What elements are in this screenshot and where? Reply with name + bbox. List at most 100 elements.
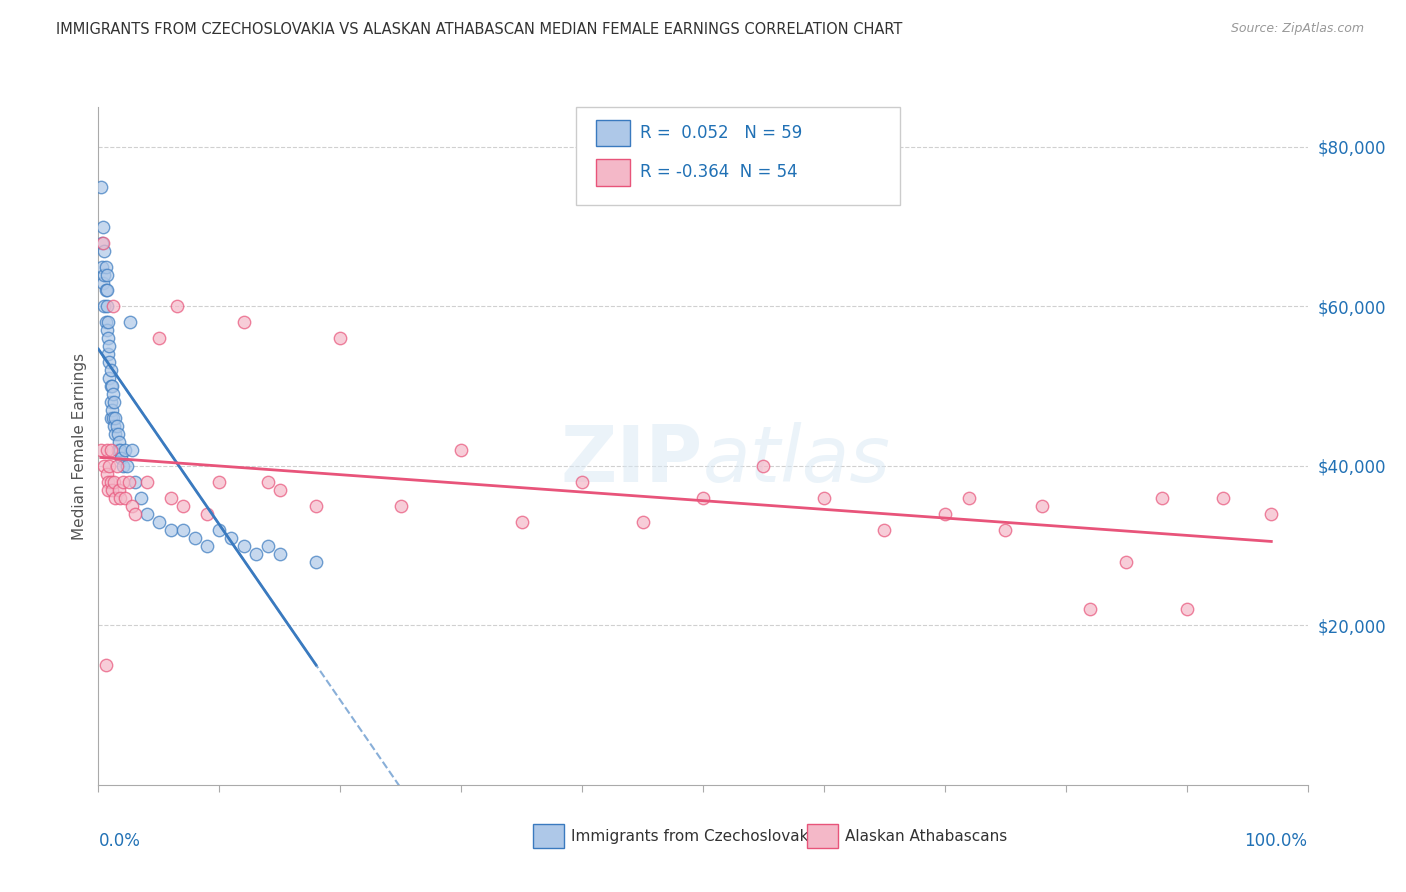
Point: [1152, 491, 1174, 505]
Point: [96, 467, 118, 481]
Point: [91, 235, 114, 250]
Point: [111, 458, 134, 473]
Point: [93, 300, 115, 314]
Point: [105, 419, 128, 434]
Point: [208, 523, 231, 537]
Point: [98, 355, 121, 369]
Point: [305, 555, 328, 569]
Point: [389, 499, 412, 513]
Point: [94, 260, 117, 274]
Text: atlas: atlas: [703, 422, 891, 498]
Point: [91, 276, 114, 290]
Point: [93, 458, 115, 473]
Point: [934, 507, 956, 521]
Point: [172, 523, 194, 537]
Point: [692, 491, 714, 505]
Point: [1031, 499, 1053, 513]
Point: [108, 435, 131, 450]
Point: [96, 323, 118, 337]
Text: Immigrants from Czechoslovakia: Immigrants from Czechoslovakia: [571, 829, 823, 844]
Point: [94, 315, 117, 329]
Y-axis label: Median Female Earnings: Median Female Earnings: [72, 352, 87, 540]
Point: [118, 315, 141, 329]
Point: [96, 268, 118, 282]
Point: [256, 475, 278, 489]
Point: [94, 284, 117, 298]
Text: R =  0.052   N = 59: R = 0.052 N = 59: [640, 124, 801, 142]
Point: [96, 300, 118, 314]
Point: [184, 531, 207, 545]
Point: [957, 491, 980, 505]
Point: [96, 442, 118, 457]
Point: [108, 483, 131, 497]
Point: [232, 539, 254, 553]
Point: [110, 450, 132, 465]
Text: 0.0%: 0.0%: [98, 832, 141, 850]
Point: [100, 363, 122, 377]
Point: [1212, 491, 1234, 505]
Point: [135, 475, 157, 489]
Text: ZIP: ZIP: [561, 422, 703, 498]
Point: [108, 491, 131, 505]
Point: [166, 300, 188, 314]
Point: [114, 491, 136, 505]
Point: [510, 515, 533, 529]
Point: [100, 395, 122, 409]
Point: [107, 427, 129, 442]
Point: [172, 499, 194, 513]
Point: [195, 539, 218, 553]
Point: [91, 235, 114, 250]
Point: [104, 411, 127, 425]
Point: [148, 331, 170, 345]
Point: [90, 442, 112, 457]
Point: [221, 531, 243, 545]
Point: [101, 411, 124, 425]
Text: 100.0%: 100.0%: [1244, 832, 1308, 850]
Point: [94, 658, 117, 673]
Point: [245, 547, 267, 561]
Point: [93, 244, 115, 258]
Point: [108, 442, 131, 457]
Point: [305, 499, 328, 513]
Point: [98, 371, 121, 385]
Point: [114, 442, 136, 457]
Point: [103, 419, 125, 434]
Point: [90, 179, 112, 194]
Point: [91, 219, 114, 234]
Point: [208, 475, 231, 489]
Point: [813, 491, 835, 505]
Point: [91, 260, 114, 274]
Point: [100, 483, 122, 497]
Point: [160, 523, 183, 537]
Point: [105, 458, 128, 473]
Point: [100, 403, 122, 417]
Point: [160, 491, 183, 505]
Text: IMMIGRANTS FROM CZECHOSLOVAKIA VS ALASKAN ATHABASCAN MEDIAN FEMALE EARNINGS CORR: IMMIGRANTS FROM CZECHOSLOVAKIA VS ALASKA…: [56, 22, 903, 37]
Point: [752, 458, 775, 473]
Point: [103, 475, 125, 489]
Point: [631, 515, 654, 529]
Point: [101, 387, 124, 401]
Point: [571, 475, 593, 489]
Point: [195, 507, 218, 521]
Point: [101, 300, 124, 314]
Point: [232, 315, 254, 329]
Point: [97, 347, 120, 361]
Point: [135, 507, 157, 521]
Point: [124, 475, 146, 489]
Point: [329, 331, 352, 345]
Point: [100, 411, 122, 425]
Point: [129, 491, 152, 505]
Point: [121, 499, 143, 513]
Point: [117, 458, 139, 473]
Point: [1115, 555, 1137, 569]
Point: [107, 442, 129, 457]
Point: [100, 379, 122, 393]
Point: [93, 268, 115, 282]
Point: [103, 395, 125, 409]
Point: [96, 284, 118, 298]
Point: [118, 475, 141, 489]
Point: [98, 458, 121, 473]
Point: [104, 491, 127, 505]
Point: [121, 442, 143, 457]
